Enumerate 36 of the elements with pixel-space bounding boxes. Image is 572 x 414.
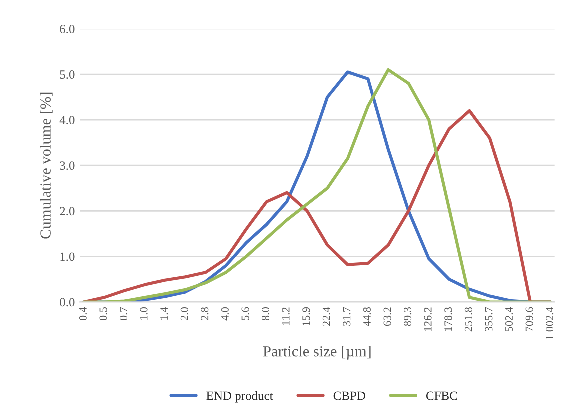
y-tick-label: 0.0 <box>60 298 75 307</box>
x-axis-title: Particle size [µm] <box>263 346 371 360</box>
x-tick-label: 11.2 <box>282 308 290 326</box>
x-tick-label: 8.0 <box>262 308 270 321</box>
x-tick-label: 2.8 <box>201 308 209 320</box>
x-tick-label: 178.3 <box>444 308 452 332</box>
y-axis-title: Cumulative volume [%] <box>40 92 53 239</box>
y-tick-label: 1.0 <box>60 252 75 262</box>
y-tick-label: 5.0 <box>60 70 75 80</box>
x-tick-label: 1 002.4 <box>546 307 554 340</box>
legend-label: CFBC <box>426 392 458 400</box>
legend-label: END product <box>206 391 274 403</box>
x-tick-label: 1.4 <box>160 307 168 320</box>
x-tick-label: 44.8 <box>363 308 372 326</box>
x-tick-label: 5.6 <box>242 307 250 320</box>
x-tick-label: 355.7 <box>485 307 493 332</box>
x-tick-label: 0.4 <box>79 307 87 321</box>
x-tick-label: 89.3 <box>404 308 412 326</box>
x-tick-label: 709.6 <box>526 307 534 332</box>
y-tick-label: 4.0 <box>60 116 75 125</box>
x-tick-label: 31.7 <box>343 307 351 326</box>
x-tick-label: 126.2 <box>424 308 432 332</box>
x-tick-label: 63.2 <box>384 308 392 326</box>
x-tick-label: 502.4 <box>505 307 514 332</box>
x-tick-label: 22.4 <box>322 307 330 326</box>
x-tick-label: 15.9 <box>302 308 310 326</box>
y-tick-label: 6.0 <box>60 25 75 34</box>
x-tick-label: 1.0 <box>140 308 148 320</box>
x-tick-label: 2.0 <box>180 308 188 320</box>
legend-label: CBPD <box>334 392 366 400</box>
x-tick-label: 0.5 <box>100 308 108 321</box>
y-tick-label: 3.0 <box>60 162 75 170</box>
x-tick-label: 4.0 <box>221 308 229 321</box>
y-tick-label: 2.0 <box>60 207 75 216</box>
x-tick-label: 0.7 <box>120 307 128 321</box>
x-tick-label: 251.8 <box>464 308 472 332</box>
